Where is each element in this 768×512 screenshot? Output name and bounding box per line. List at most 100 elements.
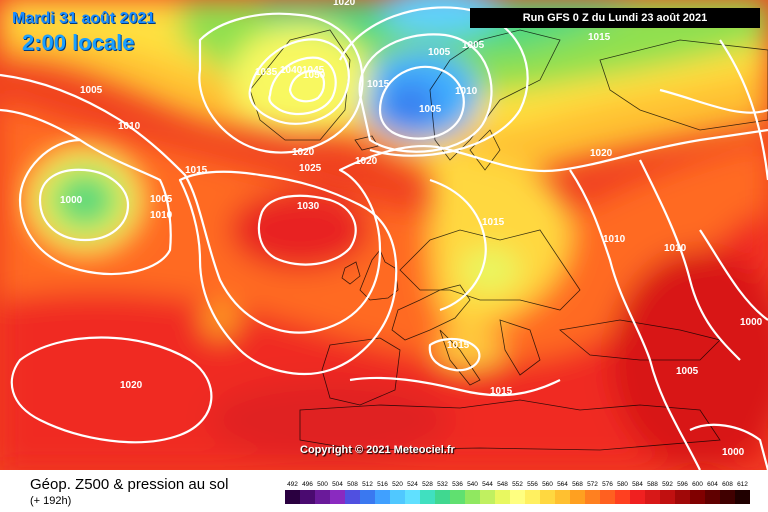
isobar-label: 1020 xyxy=(590,148,613,159)
legend-value: 604 xyxy=(707,481,718,488)
isobar-label: 1020 xyxy=(355,156,378,167)
legend-value: 516 xyxy=(377,481,388,488)
legend-swatch xyxy=(285,490,300,504)
legend-value: 520 xyxy=(392,481,403,488)
legend-value: 564 xyxy=(557,481,568,488)
legend-swatch xyxy=(585,490,600,504)
legend-swatch xyxy=(405,490,420,504)
isobar-label: 1005 xyxy=(80,85,103,96)
forecast-time: 2:00 locale xyxy=(22,30,135,55)
isobar-label: 1000 xyxy=(722,447,745,458)
legend-swatch xyxy=(345,490,360,504)
legend-value: 592 xyxy=(662,481,673,488)
run-info: Run GFS 0 Z du Lundi 23 août 2021 xyxy=(470,8,760,28)
legend-value: 512 xyxy=(362,481,373,488)
legend-value: 548 xyxy=(497,481,508,488)
legend-value: 544 xyxy=(482,481,493,488)
isobar-label: 1010 xyxy=(118,121,141,132)
legend-swatch xyxy=(555,490,570,504)
copyright-text: Copyright © 2021 Meteociel.fr xyxy=(300,444,455,456)
geopotential-field xyxy=(0,0,768,470)
legend-swatch xyxy=(675,490,690,504)
legend-swatch xyxy=(330,490,345,504)
legend-value: 508 xyxy=(347,481,358,488)
isobar-label: 1015 xyxy=(447,340,470,351)
isobar-label: 1050 xyxy=(303,70,326,81)
legend-swatch xyxy=(510,490,525,504)
isobar-label: 1020 xyxy=(292,147,315,158)
legend-swatch xyxy=(705,490,720,504)
legend-value: 540 xyxy=(467,481,478,488)
isobar-label: 1045 xyxy=(302,65,325,76)
isobar-label: 1015 xyxy=(490,386,513,397)
legend-value: 584 xyxy=(632,481,643,488)
isobar-label: 1005 xyxy=(462,40,485,51)
legend-value: 532 xyxy=(437,481,448,488)
legend-swatch xyxy=(495,490,510,504)
legend-value: 568 xyxy=(572,481,583,488)
legend-value: 492 xyxy=(287,481,298,488)
legend-value: 524 xyxy=(407,481,418,488)
legend-value: 576 xyxy=(602,481,613,488)
isobar-label: 1025 xyxy=(299,163,322,174)
legend-value: 496 xyxy=(302,481,313,488)
isobar-label: 1005 xyxy=(150,194,173,205)
isobar-label: 1010 xyxy=(455,86,478,97)
legend-value: 536 xyxy=(452,481,463,488)
legend-swatch xyxy=(690,490,705,504)
isobar-label: 1020 xyxy=(333,0,356,8)
z500-pressure-map: 1020 1005 1015 1005 1010 1015 1035 1040 10451050… xyxy=(0,0,768,470)
isobar-label: 1005 xyxy=(676,366,699,377)
isobar-label: 1010 xyxy=(664,243,687,254)
legend-value: 596 xyxy=(677,481,688,488)
legend-swatch xyxy=(450,490,465,504)
legend-swatch xyxy=(540,490,555,504)
isobar-label: 1030 xyxy=(297,201,320,212)
isobar-label: 1020 xyxy=(120,380,143,391)
isobar-label: 1005 xyxy=(428,47,451,58)
forecast-date: Mardi 31 août 2021 xyxy=(12,10,156,27)
isobar-label: 1035 xyxy=(255,67,278,78)
legend-value: 552 xyxy=(512,481,523,488)
legend-value: 528 xyxy=(422,481,433,488)
legend-value: 556 xyxy=(527,481,538,488)
isobar-label: 1015 xyxy=(588,32,611,43)
legend-swatch xyxy=(480,490,495,504)
legend-swatch xyxy=(720,490,735,504)
color-scale-legend: 492 496 500 504 508 512 516 520 524 528 532 536 540 5… xyxy=(285,481,750,504)
isobar-label: 1000 xyxy=(740,317,763,328)
legend-value: 572 xyxy=(587,481,598,488)
legend-swatch xyxy=(435,490,450,504)
legend-swatch xyxy=(315,490,330,504)
isobar-lines xyxy=(0,6,768,470)
isobar-label: 1015 xyxy=(185,165,208,176)
legend-value: 504 xyxy=(332,481,343,488)
isobar-label: 1010 xyxy=(603,234,626,245)
forecast-hour: (+ 192h) xyxy=(30,495,72,507)
legend-swatch xyxy=(420,490,435,504)
legend-swatch xyxy=(360,490,375,504)
legend-swatch xyxy=(645,490,660,504)
legend-swatch xyxy=(735,490,750,504)
legend-swatch xyxy=(570,490,585,504)
chart-title: Géop. Z500 & pression au sol xyxy=(30,476,229,493)
legend-swatch xyxy=(525,490,540,504)
legend-swatch xyxy=(615,490,630,504)
isobar-label: 1015 xyxy=(482,217,505,228)
legend-swatch xyxy=(375,490,390,504)
isobar-label: 1010 xyxy=(150,210,173,221)
legend-swatch xyxy=(660,490,675,504)
legend-value: 600 xyxy=(692,481,703,488)
legend-value: 560 xyxy=(542,481,553,488)
legend-value: 588 xyxy=(647,481,658,488)
legend-swatch xyxy=(300,490,315,504)
legend-value: 580 xyxy=(617,481,628,488)
isobar-labels: 1020 1005 1015 1005 1010 1015 1035 1040 10451050… xyxy=(60,0,763,458)
isobar-label: 1005 xyxy=(419,104,442,115)
legend-value: 500 xyxy=(317,481,328,488)
legend-swatch xyxy=(390,490,405,504)
legend-value: 608 xyxy=(722,481,733,488)
isobar-label: 1000 xyxy=(60,195,83,206)
legend-swatch xyxy=(630,490,645,504)
